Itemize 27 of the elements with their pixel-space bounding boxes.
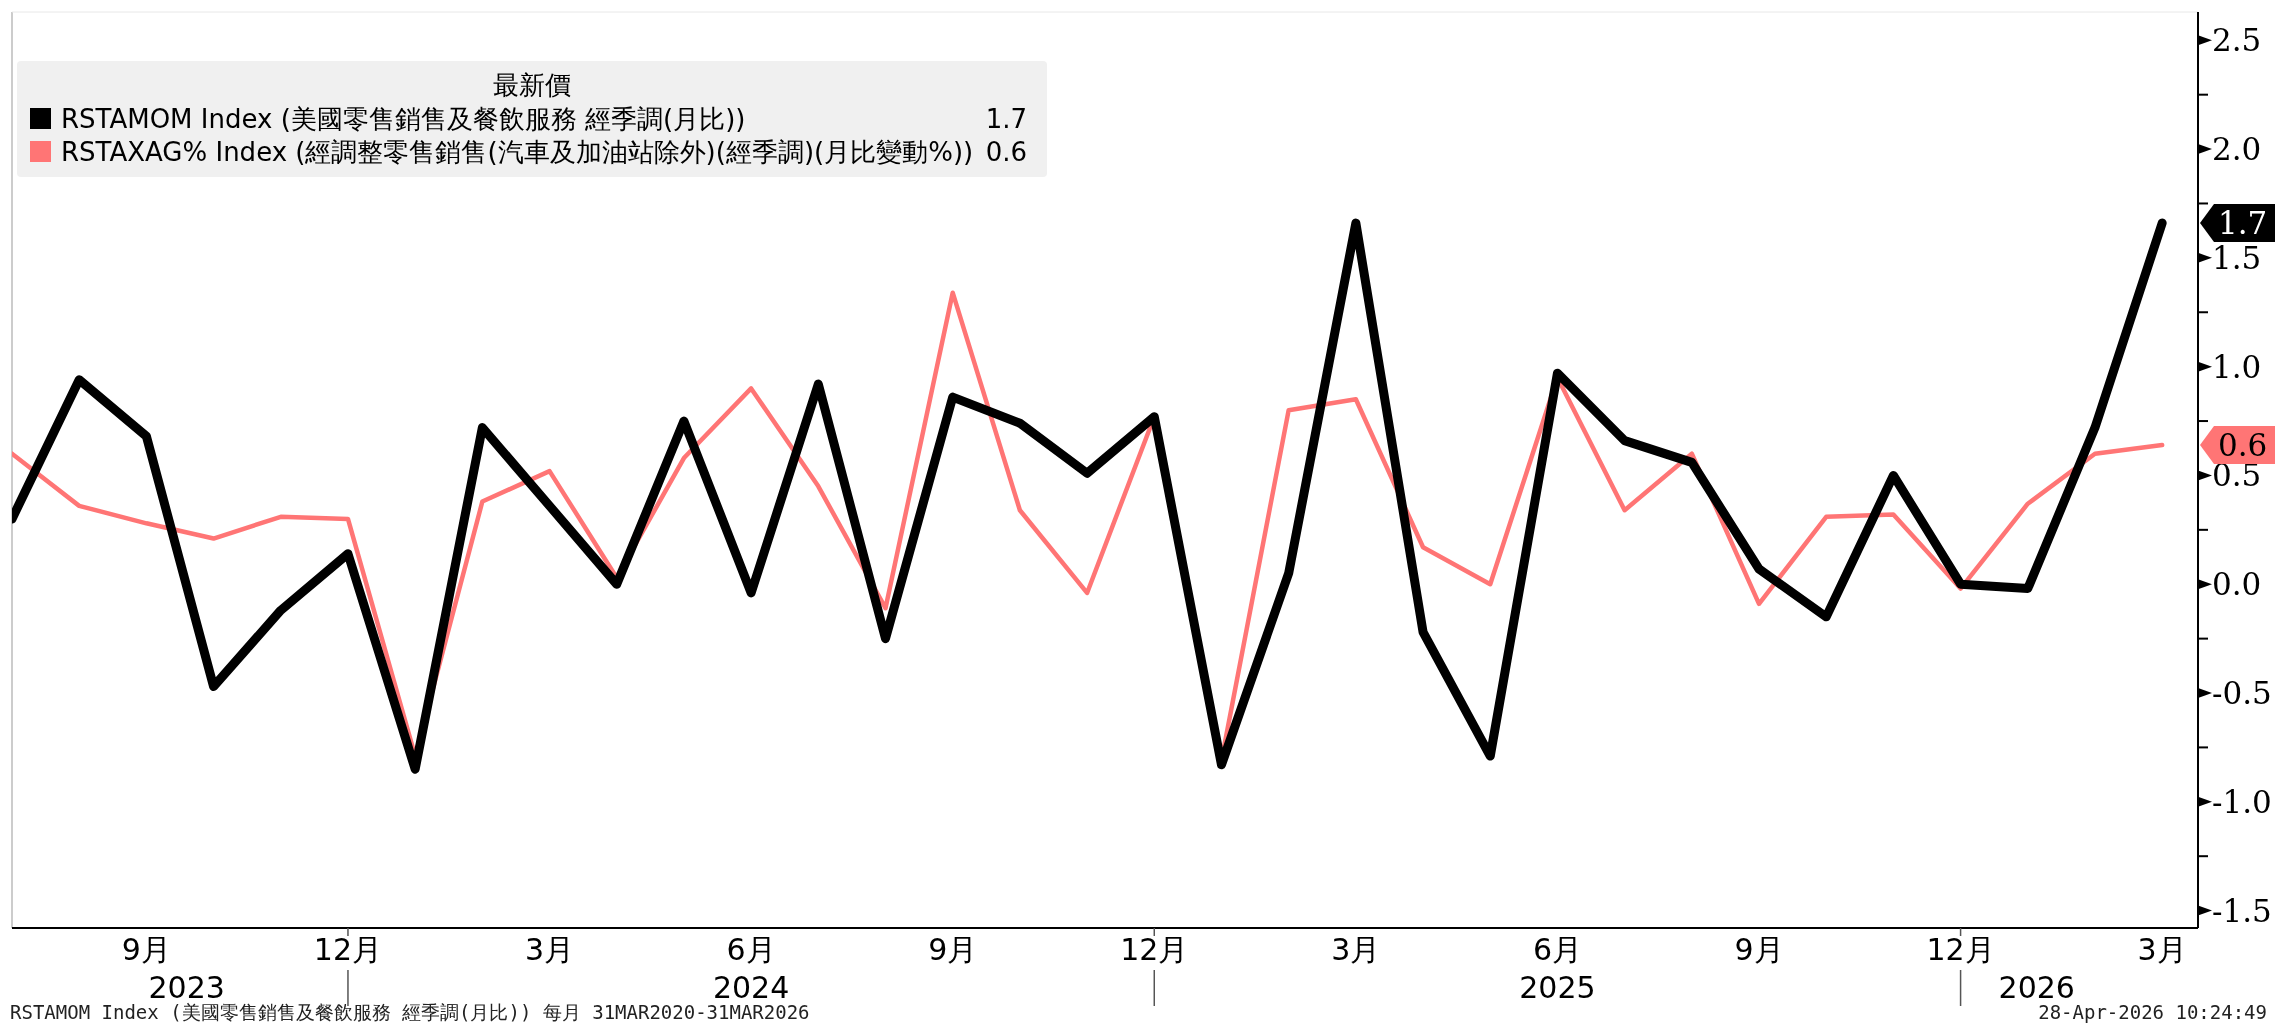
legend-title: 最新價 [493,70,571,100]
y-tick-label: 1.0 [2212,348,2262,385]
y-tick-label: -1.0 [2212,783,2272,820]
x-tick-label: 6月 [1532,932,1582,967]
x-tick-label: 9月 [928,932,978,967]
y-tick-label: 1.5 [2212,239,2262,276]
y-tick-label: -0.5 [2212,675,2272,712]
annotation: 1.7 [2218,205,2268,242]
x-tick-label: 9月 [1734,932,1784,967]
text: 0.6 [985,137,1027,167]
x-tick-label: 12月 [313,932,383,967]
y-tick-label: 0.0 [2212,566,2262,603]
x-tick-label: 6月 [726,932,776,967]
x-tick-label: 3月 [1331,932,1381,967]
y-tick-label: 2.5 [2212,22,2262,59]
y-tick-label: -1.5 [2212,892,2272,929]
x2-tick-label: 2025 [1519,970,1596,1005]
legend-label: RSTAMOM Index (美國零售銷售及餐飲服務 經季調(月比)) [61,104,746,134]
annotation: 0.6 [2218,426,2268,463]
legend-label: RSTAXAG% Index (經調整零售銷售(汽車及加油站除外)(經季調)(月比變動%)) [61,137,974,167]
y-tick-label: 2.0 [2212,131,2262,168]
x-tick-label: 12月 [1120,932,1189,967]
text: 1.7 [985,104,1027,134]
x-tick-label: 3月 [2137,932,2187,967]
x-tick-label: 3月 [524,932,575,967]
x-tick-label: 12月 [1926,932,1995,967]
x-tick-label: 9月 [121,932,171,967]
